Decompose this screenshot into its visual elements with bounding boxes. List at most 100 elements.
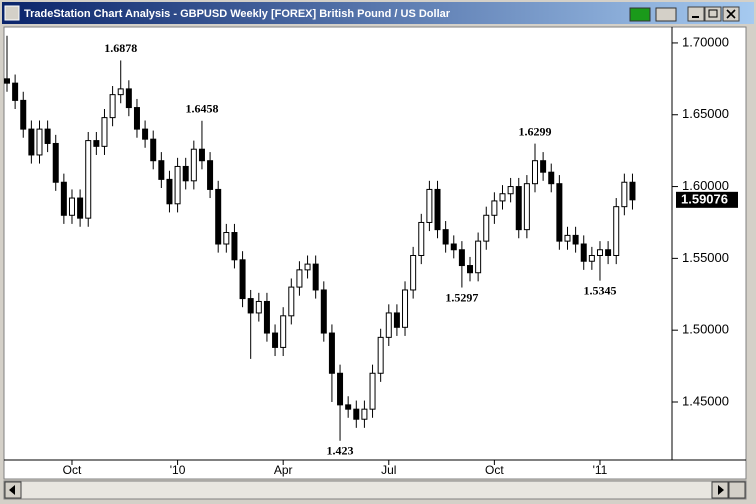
candle-body — [605, 249, 612, 256]
candle-body — [434, 188, 441, 231]
candle-body — [483, 214, 490, 242]
candle-body — [369, 372, 376, 410]
candle-body — [20, 99, 27, 130]
candle-body — [182, 165, 189, 182]
candle-body — [564, 234, 571, 242]
price-annotation: 1.6299 — [518, 124, 551, 138]
candle-body — [540, 160, 547, 173]
y-tick-label: 1.55000 — [682, 250, 729, 265]
candle-body — [467, 265, 474, 274]
candle-body — [223, 232, 230, 245]
candle-body — [507, 186, 514, 195]
minimize-button[interactable] — [687, 6, 705, 22]
window-title: TradeStation Chart Analysis - GBPUSD Wee… — [24, 8, 451, 20]
candle-body — [247, 298, 254, 314]
last-price: 1.59076 — [681, 191, 728, 206]
price-annotation: 1.6878 — [104, 41, 137, 55]
y-tick-label: 1.70000 — [682, 34, 729, 49]
x-tick-label: Oct — [63, 463, 82, 477]
y-tick-label: 1.50000 — [682, 322, 729, 337]
candle-body — [85, 140, 92, 219]
candle-body — [337, 372, 344, 406]
candle-body — [12, 82, 19, 101]
close-icon — [726, 9, 736, 19]
scroll-left-icon — [9, 485, 15, 495]
candle-body — [621, 181, 628, 208]
candle-body — [133, 107, 140, 130]
scrollbar[interactable] — [3, 480, 747, 500]
candle-body — [52, 142, 59, 183]
candle-body — [385, 312, 392, 338]
candle-body — [125, 88, 132, 109]
candle-body — [353, 408, 360, 420]
candle-body — [36, 128, 43, 156]
candle-body — [231, 232, 238, 261]
candle-body — [393, 312, 400, 328]
tool-button[interactable] — [655, 7, 677, 22]
candle-body — [588, 254, 595, 262]
candle-body — [101, 117, 108, 147]
scroll-right-icon — [718, 485, 724, 495]
maximize-icon — [708, 9, 718, 18]
candle-body — [499, 193, 506, 202]
candle-body — [93, 140, 100, 147]
candle-body — [475, 240, 482, 274]
scroll-end[interactable] — [728, 481, 746, 499]
app-icon — [4, 5, 20, 21]
y-tick-label: 1.60000 — [682, 178, 729, 193]
candle-body — [442, 229, 449, 245]
candle-body — [174, 165, 181, 205]
candle-body — [117, 88, 124, 96]
candle-body — [263, 300, 270, 334]
candle-body — [280, 315, 287, 348]
status-button[interactable] — [629, 7, 651, 22]
candle-body — [77, 197, 84, 219]
candle-body — [239, 259, 246, 300]
candle-body — [572, 234, 579, 245]
x-tick-label: '11 — [593, 463, 608, 477]
candle-body — [207, 160, 214, 190]
candle-body — [491, 200, 498, 216]
candle-body — [198, 148, 205, 162]
candle-body — [515, 186, 522, 231]
x-tick-label: '10 — [170, 463, 186, 477]
candle-body — [328, 332, 335, 374]
x-tick-label: Jul — [381, 463, 396, 477]
candle-body — [215, 188, 222, 245]
price-annotation: 1.423 — [327, 444, 354, 458]
price-annotation: 1.5297 — [445, 290, 478, 304]
maximize-button[interactable] — [704, 6, 722, 22]
candle-body — [109, 94, 116, 119]
price-annotation: 1.6458 — [185, 102, 218, 116]
candle-body — [4, 78, 10, 84]
candle-body — [68, 197, 75, 216]
candle-body — [556, 183, 563, 242]
candle-body — [426, 188, 433, 223]
y-tick-label: 1.65000 — [682, 106, 729, 121]
candle-body — [523, 183, 530, 231]
candle-body — [596, 249, 603, 256]
candle-body — [410, 254, 417, 291]
candle-body — [320, 289, 327, 334]
y-tick-label: 1.45000 — [682, 393, 729, 408]
candle-body — [450, 243, 457, 251]
candle-body — [531, 160, 538, 185]
price-annotation: 1.5345 — [583, 283, 616, 297]
candle-body — [580, 243, 587, 262]
x-tick-label: Oct — [485, 463, 504, 477]
candle-body — [304, 263, 311, 271]
candle-body — [28, 128, 35, 156]
candle-body — [296, 269, 303, 288]
candle-body — [361, 408, 368, 420]
last-price-box — [676, 191, 738, 208]
candle-body — [190, 148, 197, 182]
x-tick-label: Apr — [274, 463, 293, 477]
candle-body — [418, 221, 425, 256]
candle-body — [288, 286, 295, 317]
candle-body — [150, 138, 157, 162]
candle-body — [255, 300, 262, 314]
candle-body — [60, 181, 67, 216]
candle-body — [312, 263, 319, 291]
candle-body — [142, 128, 149, 140]
